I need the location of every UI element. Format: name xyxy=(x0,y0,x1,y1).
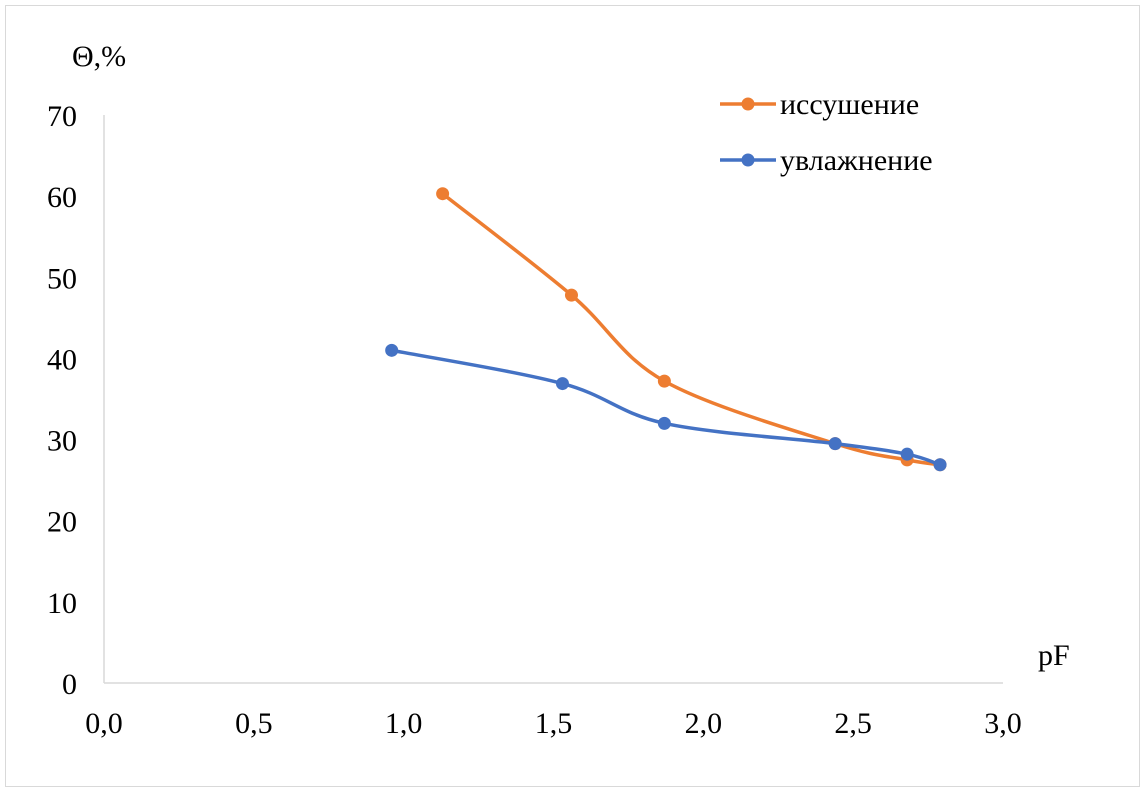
y-tick-label: 60 xyxy=(47,181,77,214)
y-tick-label: 70 xyxy=(47,100,77,133)
data-point xyxy=(900,447,914,461)
legend-item: увлажнение xyxy=(720,144,933,177)
series-layer xyxy=(385,187,947,472)
y-tick-label: 20 xyxy=(47,506,77,539)
y-tick-label: 30 xyxy=(47,425,77,458)
x-tick-label: 2,5 xyxy=(834,707,872,740)
legend-swatch-marker xyxy=(741,97,755,111)
y-tick-label: 10 xyxy=(47,587,77,620)
data-point xyxy=(828,437,842,451)
x-tick-label: 1,0 xyxy=(385,707,423,740)
legend-swatch-marker xyxy=(741,153,755,167)
series-line xyxy=(389,348,942,467)
y-tick-label: 0 xyxy=(62,668,77,701)
legend-item: иссушение xyxy=(720,88,919,121)
x-tick-labels: 0,0 0,5 1,0 1,5 2,0 2,5 3,0 xyxy=(85,707,1022,740)
y-tick-label: 50 xyxy=(47,262,77,295)
x-axis-title: pF xyxy=(1038,639,1070,672)
legend: иссушение увлажнение xyxy=(720,88,933,177)
data-point xyxy=(657,374,671,388)
x-tick-label: 0,0 xyxy=(85,707,123,740)
series-2 xyxy=(385,343,947,472)
data-point xyxy=(385,343,399,357)
legend-label: увлажнение xyxy=(780,144,933,177)
legend-label: иссушение xyxy=(780,88,919,121)
x-tick-label: 0,5 xyxy=(235,707,273,740)
series-line xyxy=(440,191,942,467)
data-point xyxy=(657,416,671,430)
data-point xyxy=(933,458,947,472)
data-point xyxy=(555,377,569,391)
x-tick-label: 2,0 xyxy=(685,707,723,740)
data-point xyxy=(436,187,450,201)
axes xyxy=(103,115,1003,684)
chart-frame xyxy=(5,5,1140,787)
x-tick-label: 1,5 xyxy=(535,707,573,740)
y-tick-labels: 0 10 20 30 40 50 60 70 xyxy=(47,100,77,701)
y-tick-label: 40 xyxy=(47,343,77,376)
data-point xyxy=(564,288,578,302)
x-tick-label: 3,0 xyxy=(984,707,1022,740)
y-axis-title: Θ,% xyxy=(72,40,126,73)
